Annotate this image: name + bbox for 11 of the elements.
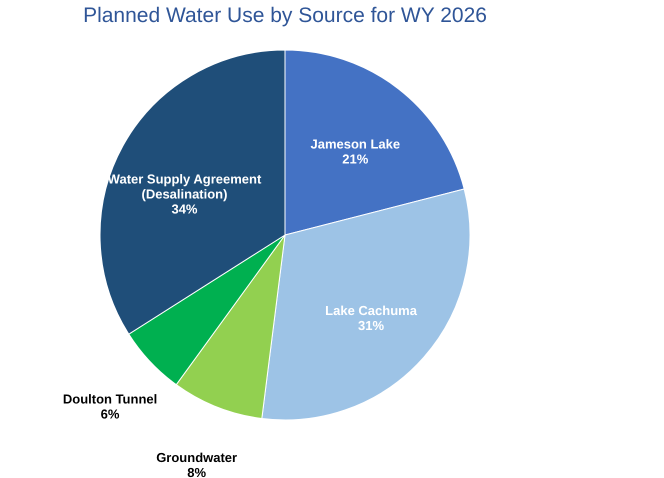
data-label: 8% (187, 465, 206, 478)
data-label: 31% (358, 318, 384, 333)
slice-label: Doulton Tunnel (62, 391, 158, 406)
data-label: 34% (171, 202, 198, 217)
data-label: 21% (342, 151, 369, 166)
slice-label: Lake Cachuma (325, 302, 418, 318)
chart-title: Planned Water Use by Source for WY 2026 (83, 4, 487, 27)
slice-label: Groundwater (156, 450, 238, 466)
slice-label: Water Supply Agreement (Desalination) (108, 172, 262, 202)
data-label: 6% (100, 406, 120, 422)
slice-label: Jameson Lake (310, 136, 400, 152)
